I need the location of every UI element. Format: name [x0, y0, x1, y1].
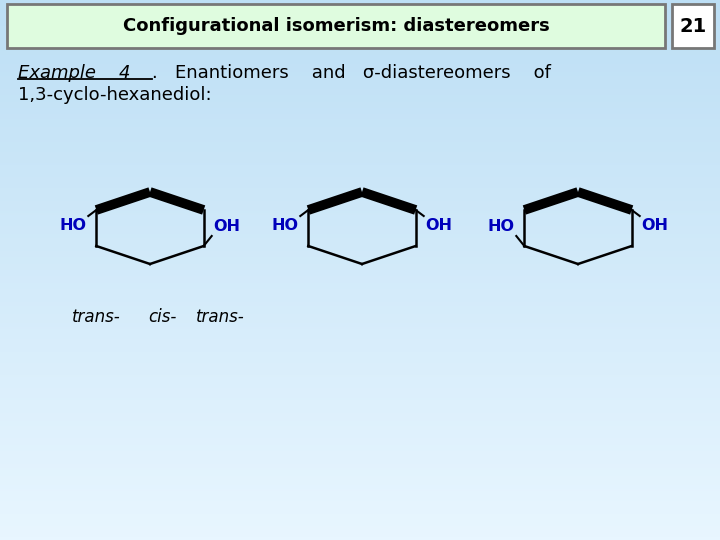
Text: cis-: cis- [148, 308, 176, 326]
Text: trans-: trans- [72, 308, 121, 326]
Bar [7, 4, 665, 48]
Text: Example    4: Example 4 [18, 64, 130, 82]
Text: Configurational isomerism: diastereomers: Configurational isomerism: diastereomers [122, 17, 549, 35]
Text: OH: OH [642, 218, 669, 233]
Text: 1,3-cyclo-hexanediol:: 1,3-cyclo-hexanediol: [18, 86, 212, 104]
Text: OH: OH [214, 219, 240, 234]
Text: OH: OH [426, 218, 453, 233]
Text: trans-: trans- [196, 308, 245, 326]
Text: 21: 21 [680, 17, 706, 36]
Bar [672, 4, 714, 48]
Text: HO: HO [59, 218, 86, 233]
Text: HO: HO [271, 218, 298, 233]
Text: HO: HO [487, 219, 514, 234]
Text: .   Enantiomers    and   σ-diastereomers    of: . Enantiomers and σ-diastereomers of [152, 64, 551, 82]
